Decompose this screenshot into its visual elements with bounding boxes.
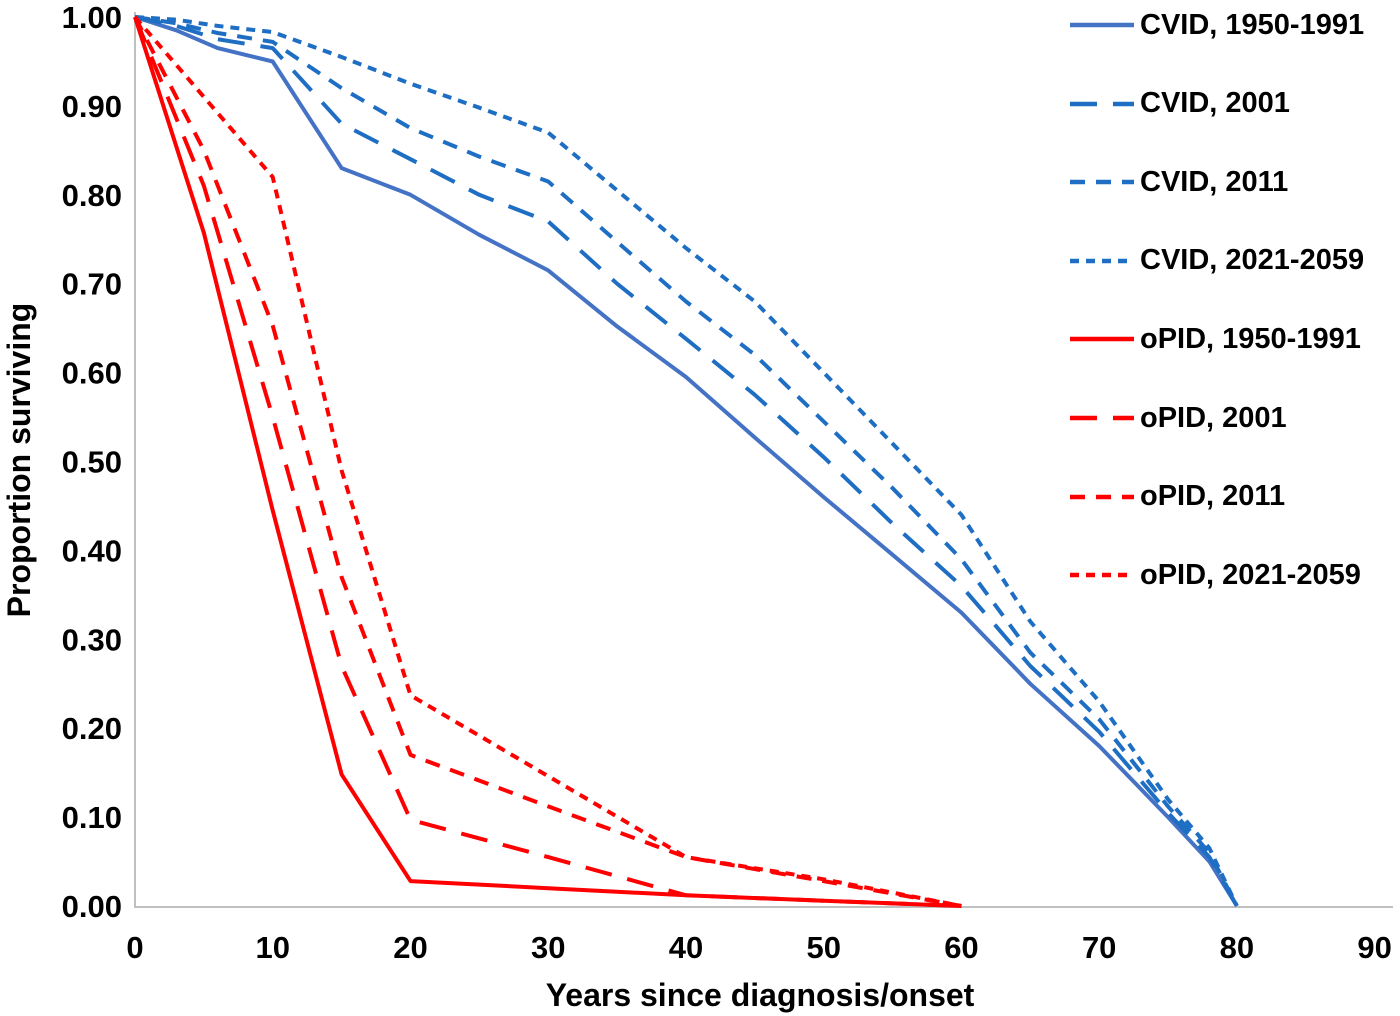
y-tick-label: 1.00: [62, 0, 122, 35]
series-line-opid-2001: [133, 16, 962, 908]
y-tick-label: 0.70: [62, 267, 122, 302]
y-tick-label: 0.40: [62, 533, 122, 568]
y-tick-label: 0.60: [62, 356, 122, 391]
x-tick-label: 30: [531, 930, 565, 965]
x-tick-label: 20: [393, 930, 427, 965]
y-tick-label: 0.90: [62, 89, 122, 124]
x-tick-label: 90: [1357, 930, 1391, 965]
x-tick-label: 40: [669, 930, 703, 965]
x-axis-title: Years since diagnosis/onset: [546, 977, 975, 1013]
x-tick-label: 70: [1082, 930, 1116, 965]
y-tick-label: 0.30: [62, 622, 122, 657]
y-tick-label: 0.80: [62, 178, 122, 213]
series-line-opid-1950-1991: [133, 16, 962, 908]
x-tick-label: 0: [126, 930, 143, 965]
y-tick-label: 0.00: [62, 889, 122, 924]
series-line-cvid-2011: [134, 15, 1239, 907]
x-tick-label: 80: [1220, 930, 1254, 965]
series-line-cvid-2001: [134, 15, 1239, 907]
y-tick-label: 0.20: [62, 711, 122, 746]
x-tick-label: 60: [944, 930, 978, 965]
y-axis-title: Proportion surviving: [1, 303, 37, 618]
series-line-opid-2021-2059: [133, 15, 962, 908]
y-tick-label: 0.50: [62, 445, 122, 480]
x-tick-label: 50: [806, 930, 840, 965]
x-tick-label: 10: [255, 930, 289, 965]
y-tick-label: 0.10: [62, 800, 122, 835]
series-line-cvid-1950-1991: [134, 15, 1239, 908]
series-line-cvid-2021-2059: [134, 15, 1239, 907]
